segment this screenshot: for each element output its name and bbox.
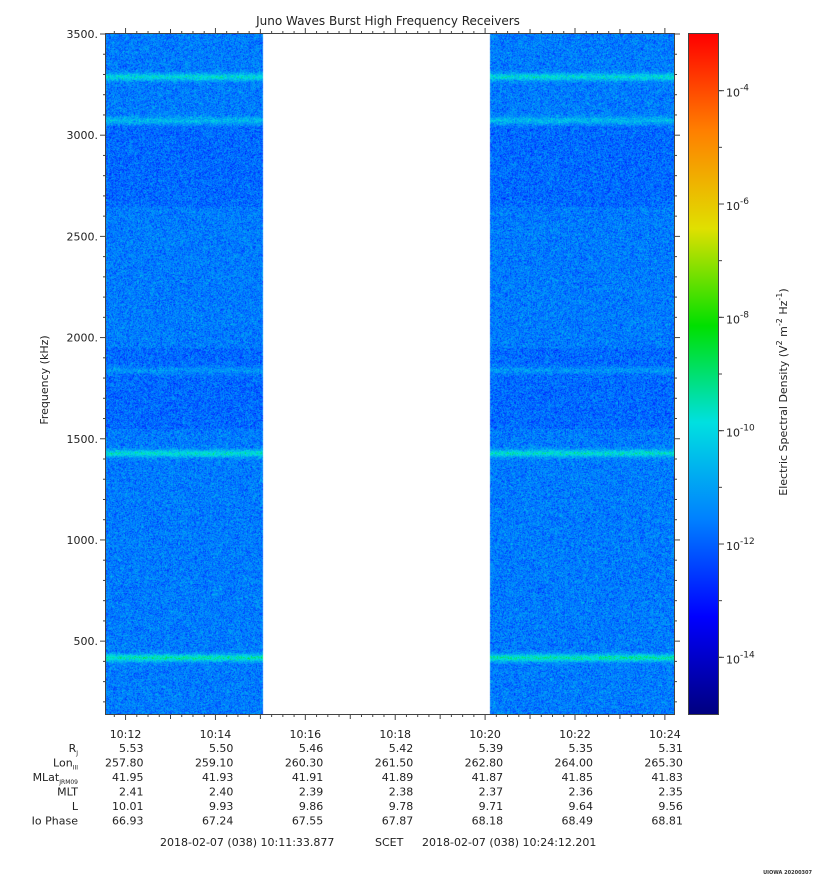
ephemeris-value: 9.71 xyxy=(479,800,504,813)
ephemeris-value: 2.35 xyxy=(658,786,683,799)
x-tick-label: 10:22 xyxy=(559,728,591,741)
colorbar-label-sup1: 2 xyxy=(775,340,784,345)
ephemeris-row-label: MLatJRM09 xyxy=(33,771,79,786)
colorbar-label-sup3: -1 xyxy=(775,293,784,301)
x-tick-label: 10:20 xyxy=(469,728,501,741)
colorbar: 10-4 10-6 10-8 10-10 10-12 10-14 Electric Spe… xyxy=(688,33,790,715)
y-tick-label: 1500. xyxy=(67,433,99,446)
y-tick-label: 500. xyxy=(74,635,99,648)
x-tick-label: 10:12 xyxy=(110,728,142,741)
ephemeris-row-label: RJ xyxy=(69,742,79,757)
ephemeris-value: 9.93 xyxy=(209,800,234,813)
ephemeris-value: 5.39 xyxy=(479,742,504,755)
y-axis: 500. 1000. 1500. 2000. 2500. 3000. 3500. xyxy=(67,28,680,703)
ephemeris-value: 9.56 xyxy=(658,800,683,813)
ephemeris-row-label: L xyxy=(72,800,79,813)
time-range-start: 2018-02-07 (038) 10:11:33.877 xyxy=(160,836,334,849)
x-axis: 10:12 10:14 10:16 10:18 10:20 10:22 10:24 xyxy=(110,28,681,741)
ephemeris-value: 9.78 xyxy=(389,800,414,813)
time-range-label: SCET xyxy=(375,836,404,849)
ephemeris-value: 41.91 xyxy=(292,771,324,784)
ephemeris-value: 41.83 xyxy=(651,771,683,784)
y-axis-label: Frequency (kHz) xyxy=(38,335,51,424)
y-tick-label: 2500. xyxy=(67,230,99,243)
spectrogram-image xyxy=(106,34,674,714)
colorbar-tick-label: 10-12 xyxy=(726,537,755,553)
colorbar-tick-label: 10-4 xyxy=(726,84,749,100)
ephemeris-value: 9.64 xyxy=(568,800,593,813)
x-tick-label: 10:16 xyxy=(289,728,321,741)
ephemeris-value: 259.10 xyxy=(195,757,234,770)
ephemeris-value: 5.53 xyxy=(119,742,144,755)
ephemeris-value: 2.37 xyxy=(479,786,504,799)
colorbar-label-end: ) xyxy=(777,288,790,292)
ephemeris-value: 41.87 xyxy=(472,771,504,784)
ephemeris-value: 265.30 xyxy=(644,757,683,770)
credit-stamp: UIOWA 20200307 xyxy=(763,870,812,876)
ephemeris-value: 66.93 xyxy=(112,815,144,828)
colorbar-tick-label: 10-6 xyxy=(726,197,749,213)
ephemeris-value: 5.50 xyxy=(209,742,234,755)
ephemeris-value: 68.81 xyxy=(651,815,683,828)
colorbar-tick-label: 10-10 xyxy=(726,424,755,440)
x-tick-label: 10:24 xyxy=(649,728,681,741)
ephemeris-row-label: LonIII xyxy=(53,757,78,772)
ephemeris-table: RJ 5.53 5.50 5.46 5.42 5.39 5.35 5.31 LonIII 257.… xyxy=(32,742,683,828)
spectrogram-canvas xyxy=(106,34,674,714)
ephemeris-value: 2.40 xyxy=(209,786,234,799)
ephemeris-value: 262.80 xyxy=(465,757,504,770)
ephemeris-value: 10.01 xyxy=(112,800,144,813)
ephemeris-value: 41.85 xyxy=(561,771,593,784)
ephemeris-value: 68.49 xyxy=(561,815,593,828)
ephemeris-value: 41.93 xyxy=(202,771,234,784)
colorbar-label-sup2: -2 xyxy=(775,318,784,326)
ephemeris-value: 67.87 xyxy=(382,815,414,828)
ephemeris-value: 5.31 xyxy=(658,742,683,755)
ephemeris-value: 2.38 xyxy=(389,786,414,799)
colorbar-label-mid2: Hz xyxy=(777,300,790,318)
ephemeris-value: 2.36 xyxy=(568,786,593,799)
ephemeris-value: 257.80 xyxy=(105,757,144,770)
colorbar-tick-label: 10-14 xyxy=(726,650,755,666)
x-tick-label: 10:14 xyxy=(200,728,232,741)
colorbar-ticks: 10-4 10-6 10-8 10-10 10-12 10-14 xyxy=(718,84,755,666)
ephemeris-value: 67.24 xyxy=(202,815,234,828)
ephemeris-value: 2.41 xyxy=(119,786,144,799)
ephemeris-value: 68.18 xyxy=(472,815,504,828)
y-tick-label: 1000. xyxy=(67,534,99,547)
ephemeris-value: 5.35 xyxy=(568,742,593,755)
ephemeris-value: 9.86 xyxy=(299,800,324,813)
ephemeris-value: 41.95 xyxy=(112,771,144,784)
y-tick-label: 2000. xyxy=(67,332,99,345)
plot-frame xyxy=(105,33,675,715)
ephemeris-row-label: Io Phase xyxy=(32,815,79,828)
colorbar-label-text: Electric Spectral Density (V xyxy=(777,345,790,496)
colorbar-label-mid: m xyxy=(777,326,790,340)
ephemeris-value: 261.50 xyxy=(375,757,414,770)
ephemeris-value: 5.46 xyxy=(299,742,324,755)
y-tick-label: 3500. xyxy=(67,28,99,41)
time-range: 2018-02-07 (038) 10:11:33.877 SCET 2018-… xyxy=(160,836,596,849)
ephemeris-value: 2.39 xyxy=(299,786,324,799)
y-tick-label: 3000. xyxy=(67,129,99,142)
ephemeris-value: 5.42 xyxy=(389,742,414,755)
colorbar-tick-label: 10-8 xyxy=(726,310,749,326)
ephemeris-value: 67.55 xyxy=(292,815,324,828)
plot-area xyxy=(105,33,675,715)
chart-title: Juno Waves Burst High Frequency Receiver… xyxy=(255,14,520,28)
ephemeris-value: 264.00 xyxy=(554,757,593,770)
ephemeris-value: 41.89 xyxy=(382,771,414,784)
colorbar-fill xyxy=(689,34,718,714)
x-tick-label: 10:18 xyxy=(379,728,411,741)
colorbar-label: Electric Spectral Density (V2 m-2 Hz-1) xyxy=(775,288,790,495)
ephemeris-row-label: MLT xyxy=(57,786,78,799)
ephemeris-value: 260.30 xyxy=(285,757,324,770)
time-range-end: 2018-02-07 (038) 10:24:12.201 xyxy=(422,836,596,849)
